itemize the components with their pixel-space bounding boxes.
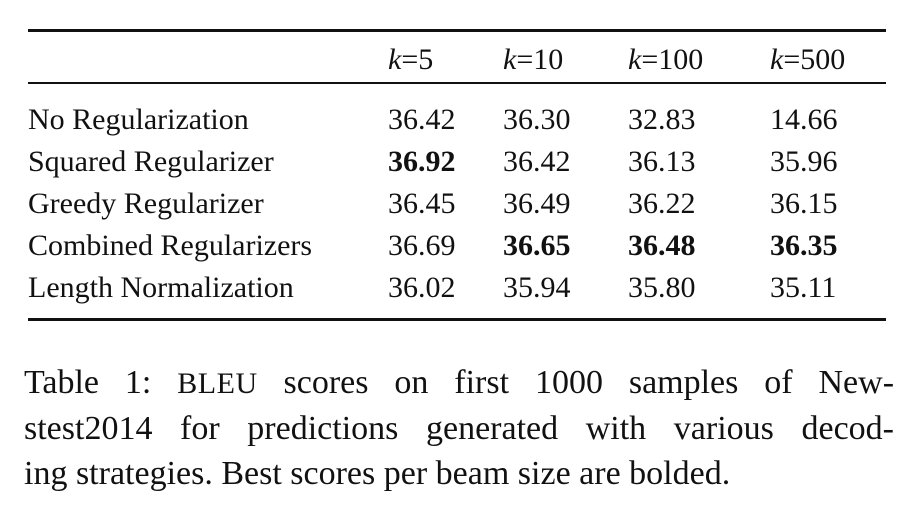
caption-line-1-text: scores on first 1000 samples of New- [283,364,895,401]
table-cell: 36.22 [628,187,696,220]
table-header-rule [28,82,886,84]
table-bottom-rule [28,318,886,321]
equals-sign: = [783,43,801,76]
caption-line-2: stest2014 for predictions generated with… [24,410,894,447]
k-symbol: k [770,43,784,76]
caption-metric: BLEU [177,367,258,400]
header-value: 5 [418,43,434,76]
table-cell: 36.30 [503,103,571,136]
header-k-500: k=500 [770,41,845,79]
table-cell: 36.65 [503,229,571,262]
table-cell: 32.83 [628,103,696,136]
header-value: 100 [658,43,704,76]
table-cell: 36.15 [770,187,838,220]
k-symbol: k [503,43,517,76]
table-cell: 36.42 [503,145,571,178]
caption-prefix: Table 1: [24,364,152,401]
caption-line-1: Table 1: BLEU scores on first 1000 sampl… [24,360,894,406]
header-value: 500 [800,43,846,76]
table-cell: 35.80 [628,271,696,304]
table-cell: 35.94 [503,271,571,304]
header-k-100: k=100 [628,41,703,79]
table-cell: 35.11 [770,271,837,304]
table-top-rule [28,29,886,32]
table-cell: 36.02 [388,271,456,304]
table-cell: 35.96 [770,145,838,178]
equals-sign: = [516,43,534,76]
k-symbol: k [388,43,402,76]
header-k-10: k=10 [503,41,563,79]
row-label: Squared Regularizer [28,145,274,178]
table-cell: 14.66 [770,103,838,136]
row-label: No Regularization [28,103,249,136]
table-cell: 36.69 [388,229,456,262]
equals-sign: = [641,43,659,76]
table-cell: 36.13 [628,145,696,178]
equals-sign: = [401,43,419,76]
row-label: Greedy Regularizer [28,187,264,220]
table-cell: 36.48 [628,229,696,262]
table-cell: 36.35 [770,229,838,262]
k-symbol: k [628,43,642,76]
header-k-5: k=5 [388,41,433,79]
table-cell: 36.92 [388,145,456,178]
table-cell: 36.45 [388,187,456,220]
caption-line-3: ing strategies. Best scores per beam siz… [24,455,731,492]
table-caption: Table 1: BLEU scores on first 1000 sampl… [24,360,894,496]
header-value: 10 [533,43,564,76]
row-label: Length Normalization [28,271,294,304]
table-cell: 36.42 [388,103,456,136]
table-cell: 36.49 [503,187,571,220]
row-label: Combined Regularizers [28,229,313,262]
